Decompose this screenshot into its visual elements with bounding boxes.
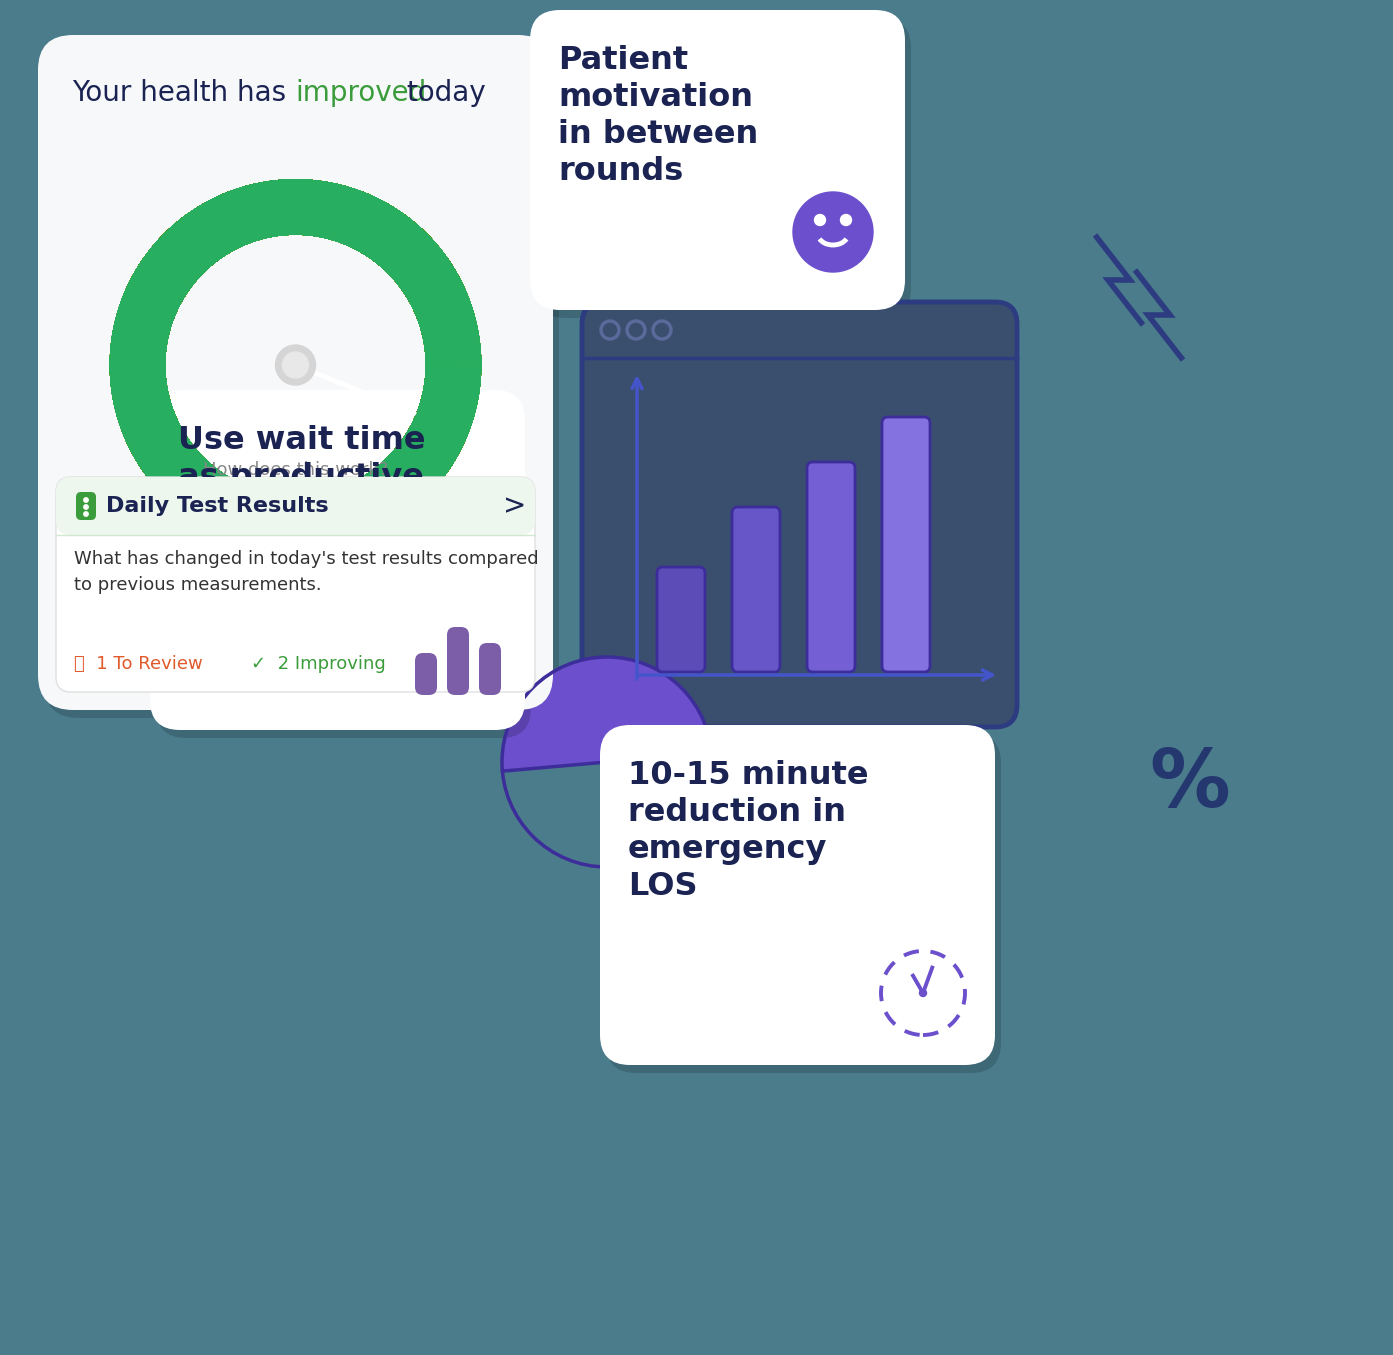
Text: 10-15 minute
reduction in
emergency
LOS: 10-15 minute reduction in emergency LOS [628, 760, 868, 902]
Circle shape [840, 214, 851, 225]
FancyBboxPatch shape [56, 477, 535, 535]
FancyBboxPatch shape [529, 9, 905, 310]
FancyBboxPatch shape [479, 644, 501, 695]
Text: %: % [1149, 747, 1230, 824]
Text: Use wait time
as productive
time: Use wait time as productive time [178, 425, 425, 530]
Circle shape [84, 512, 88, 516]
Circle shape [793, 192, 873, 272]
Text: improved: improved [295, 79, 426, 107]
FancyBboxPatch shape [882, 417, 931, 672]
FancyBboxPatch shape [156, 398, 531, 738]
Wedge shape [501, 657, 712, 867]
Circle shape [276, 346, 315, 385]
FancyBboxPatch shape [582, 302, 1017, 728]
Circle shape [84, 497, 88, 503]
Text: ✓  2 Improving: ✓ 2 Improving [251, 654, 386, 673]
FancyBboxPatch shape [45, 43, 559, 718]
FancyBboxPatch shape [150, 390, 525, 730]
FancyBboxPatch shape [415, 653, 437, 695]
FancyBboxPatch shape [731, 507, 780, 672]
Text: today: today [397, 79, 485, 107]
Text: Daily Test Results: Daily Test Results [106, 496, 329, 516]
Circle shape [283, 352, 308, 378]
FancyBboxPatch shape [536, 18, 911, 318]
Text: >: > [503, 492, 527, 520]
Circle shape [84, 505, 88, 509]
FancyBboxPatch shape [657, 566, 705, 672]
FancyBboxPatch shape [38, 35, 553, 710]
Text: Your health has: Your health has [72, 79, 295, 107]
FancyBboxPatch shape [807, 462, 855, 672]
FancyBboxPatch shape [447, 627, 469, 695]
Text: What has changed in today's test results compared
to previous measurements.: What has changed in today's test results… [74, 550, 539, 595]
FancyBboxPatch shape [600, 725, 995, 1065]
FancyBboxPatch shape [77, 492, 96, 520]
Circle shape [919, 989, 926, 996]
Text: ⓘ  1 To Review: ⓘ 1 To Review [74, 654, 203, 673]
FancyBboxPatch shape [56, 477, 535, 692]
FancyBboxPatch shape [606, 733, 1002, 1073]
Circle shape [815, 214, 826, 225]
Text: How does this work?: How does this work? [203, 461, 389, 480]
Text: Patient
motivation
in between
rounds: Patient motivation in between rounds [559, 45, 758, 187]
